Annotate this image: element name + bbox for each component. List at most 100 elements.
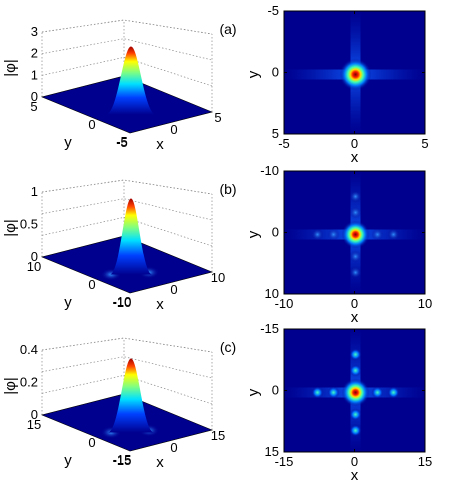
- x-tick-label: 10: [418, 296, 432, 311]
- box-edge: [41, 179, 213, 195]
- y-axis-label: y: [245, 230, 262, 238]
- heatmap-core: [341, 220, 370, 249]
- x-axis-label: x: [156, 136, 164, 153]
- heatmap-side-lobe: [371, 386, 384, 399]
- heatmap-plot: -15 -15 0 0 15 15 x y: [245, 321, 432, 484]
- grid-line: [41, 38, 213, 61]
- z-tick-label: 1: [31, 184, 38, 199]
- z-tick-label: 0.5: [20, 217, 38, 232]
- z-tick-label: 0.4: [20, 342, 38, 357]
- grid-line: [41, 356, 213, 379]
- x-tick-label: -5: [278, 136, 290, 151]
- x-axis-label: x: [156, 296, 164, 313]
- heatmap-core: [339, 58, 372, 91]
- box-edge: [41, 337, 213, 353]
- heatmap-side-lobe: [349, 250, 362, 263]
- heatmap-side-lobe: [387, 386, 400, 399]
- y-tick-label: -10: [113, 294, 132, 309]
- heatmap-side-lobe: [349, 206, 362, 219]
- y-axis-label: y: [64, 294, 72, 311]
- x-tick-label: -15: [113, 453, 132, 468]
- x-tick-label: 5: [214, 110, 221, 125]
- y-tick-label: 10: [27, 259, 41, 274]
- y-tick-label: 0: [272, 65, 279, 80]
- x-tick-label: 0: [170, 122, 177, 137]
- y-tick-label: 0: [88, 435, 95, 450]
- z-tick-label: 0: [31, 249, 38, 264]
- z-tick-label: 0: [31, 89, 38, 104]
- z-tick-label: 0.2: [20, 375, 38, 390]
- x-tick-label: -5: [116, 135, 128, 150]
- x-tick-label: 15: [211, 428, 225, 443]
- x-tick-label: 0: [351, 454, 358, 469]
- y-axis-label: y: [245, 70, 262, 78]
- x-axis-label: x: [351, 467, 359, 484]
- y-tick-label: 0: [88, 277, 95, 292]
- z-axis-label: |φ|: [2, 219, 19, 237]
- z-tick-label: 2: [31, 46, 38, 61]
- heatmap-side-lobe: [349, 266, 362, 279]
- x-tick-label: -15: [275, 454, 294, 469]
- heatmap-side-lobe: [311, 386, 324, 399]
- z-tick-label: 3: [31, 24, 38, 39]
- heatmap-side-lobe: [349, 424, 362, 437]
- x-tick-label: 0: [351, 296, 358, 311]
- heatmap-side-lobe: [327, 228, 340, 241]
- y-tick-label: 0: [272, 225, 279, 240]
- x-tick-label: -10: [275, 296, 294, 311]
- panel-label: (b): [219, 181, 236, 197]
- y-axis-label: y: [64, 452, 72, 469]
- heatmap-side-lobe: [327, 386, 340, 399]
- z-tick-label: 0: [31, 407, 38, 422]
- z-axis-label: |φ|: [2, 59, 19, 77]
- y-tick-label: -15: [113, 452, 132, 467]
- x-tick-label: 15: [418, 454, 432, 469]
- y-tick-label: -5: [116, 134, 128, 149]
- heatmap-side-lobe: [371, 228, 384, 241]
- heatmap-plot: -5 -5 0 0 5 5 x y: [245, 3, 429, 166]
- y-tick-label: -10: [260, 163, 279, 178]
- x-axis-label: x: [156, 454, 164, 471]
- heatmap-side-lobe: [349, 348, 362, 361]
- surface-peak: [106, 46, 156, 115]
- heatmap-side-lobe: [311, 228, 324, 241]
- x-tick-label: -10: [113, 295, 132, 310]
- panel-row-2: 0.40.20|φ|150-15y -15015x(c)-15-15001515x…: [2, 321, 432, 484]
- x-tick-label: 0: [170, 440, 177, 455]
- y-tick-label: -15: [260, 321, 279, 336]
- y-tick-label: 15: [265, 444, 279, 459]
- y-axis-label: y: [245, 388, 262, 396]
- heatmap-side-lobe: [349, 190, 362, 203]
- panel-label: (a): [219, 21, 236, 37]
- x-tick-label: 10: [211, 270, 225, 285]
- surface-peak: [108, 358, 154, 433]
- grid-line: [41, 337, 213, 353]
- box-edge: [41, 19, 213, 35]
- surface-peak: [110, 198, 152, 275]
- y-tick-label: -5: [267, 3, 279, 18]
- panel-label: (c): [220, 339, 236, 355]
- x-tick-label: 0: [351, 136, 358, 151]
- grid-line: [41, 179, 213, 195]
- z-tick-label: 1: [31, 67, 38, 82]
- x-axis-label: x: [351, 309, 359, 326]
- y-tick-label: 5: [30, 99, 37, 114]
- grid-line: [41, 198, 213, 221]
- y-tick-label: 5: [272, 126, 279, 141]
- y-tick-label: 0: [88, 117, 95, 132]
- x-tick-label: 0: [170, 282, 177, 297]
- heatmap-plot: -10 -10 0 0 10 10 x y: [245, 163, 432, 326]
- x-tick-label: 5: [421, 136, 428, 151]
- y-axis-label: y: [64, 134, 72, 151]
- heatmap-side-lobe: [349, 364, 362, 377]
- heatmap-side-lobe: [349, 408, 362, 421]
- heatmap-side-lobe: [387, 228, 400, 241]
- y-tick-label: 10: [265, 286, 279, 301]
